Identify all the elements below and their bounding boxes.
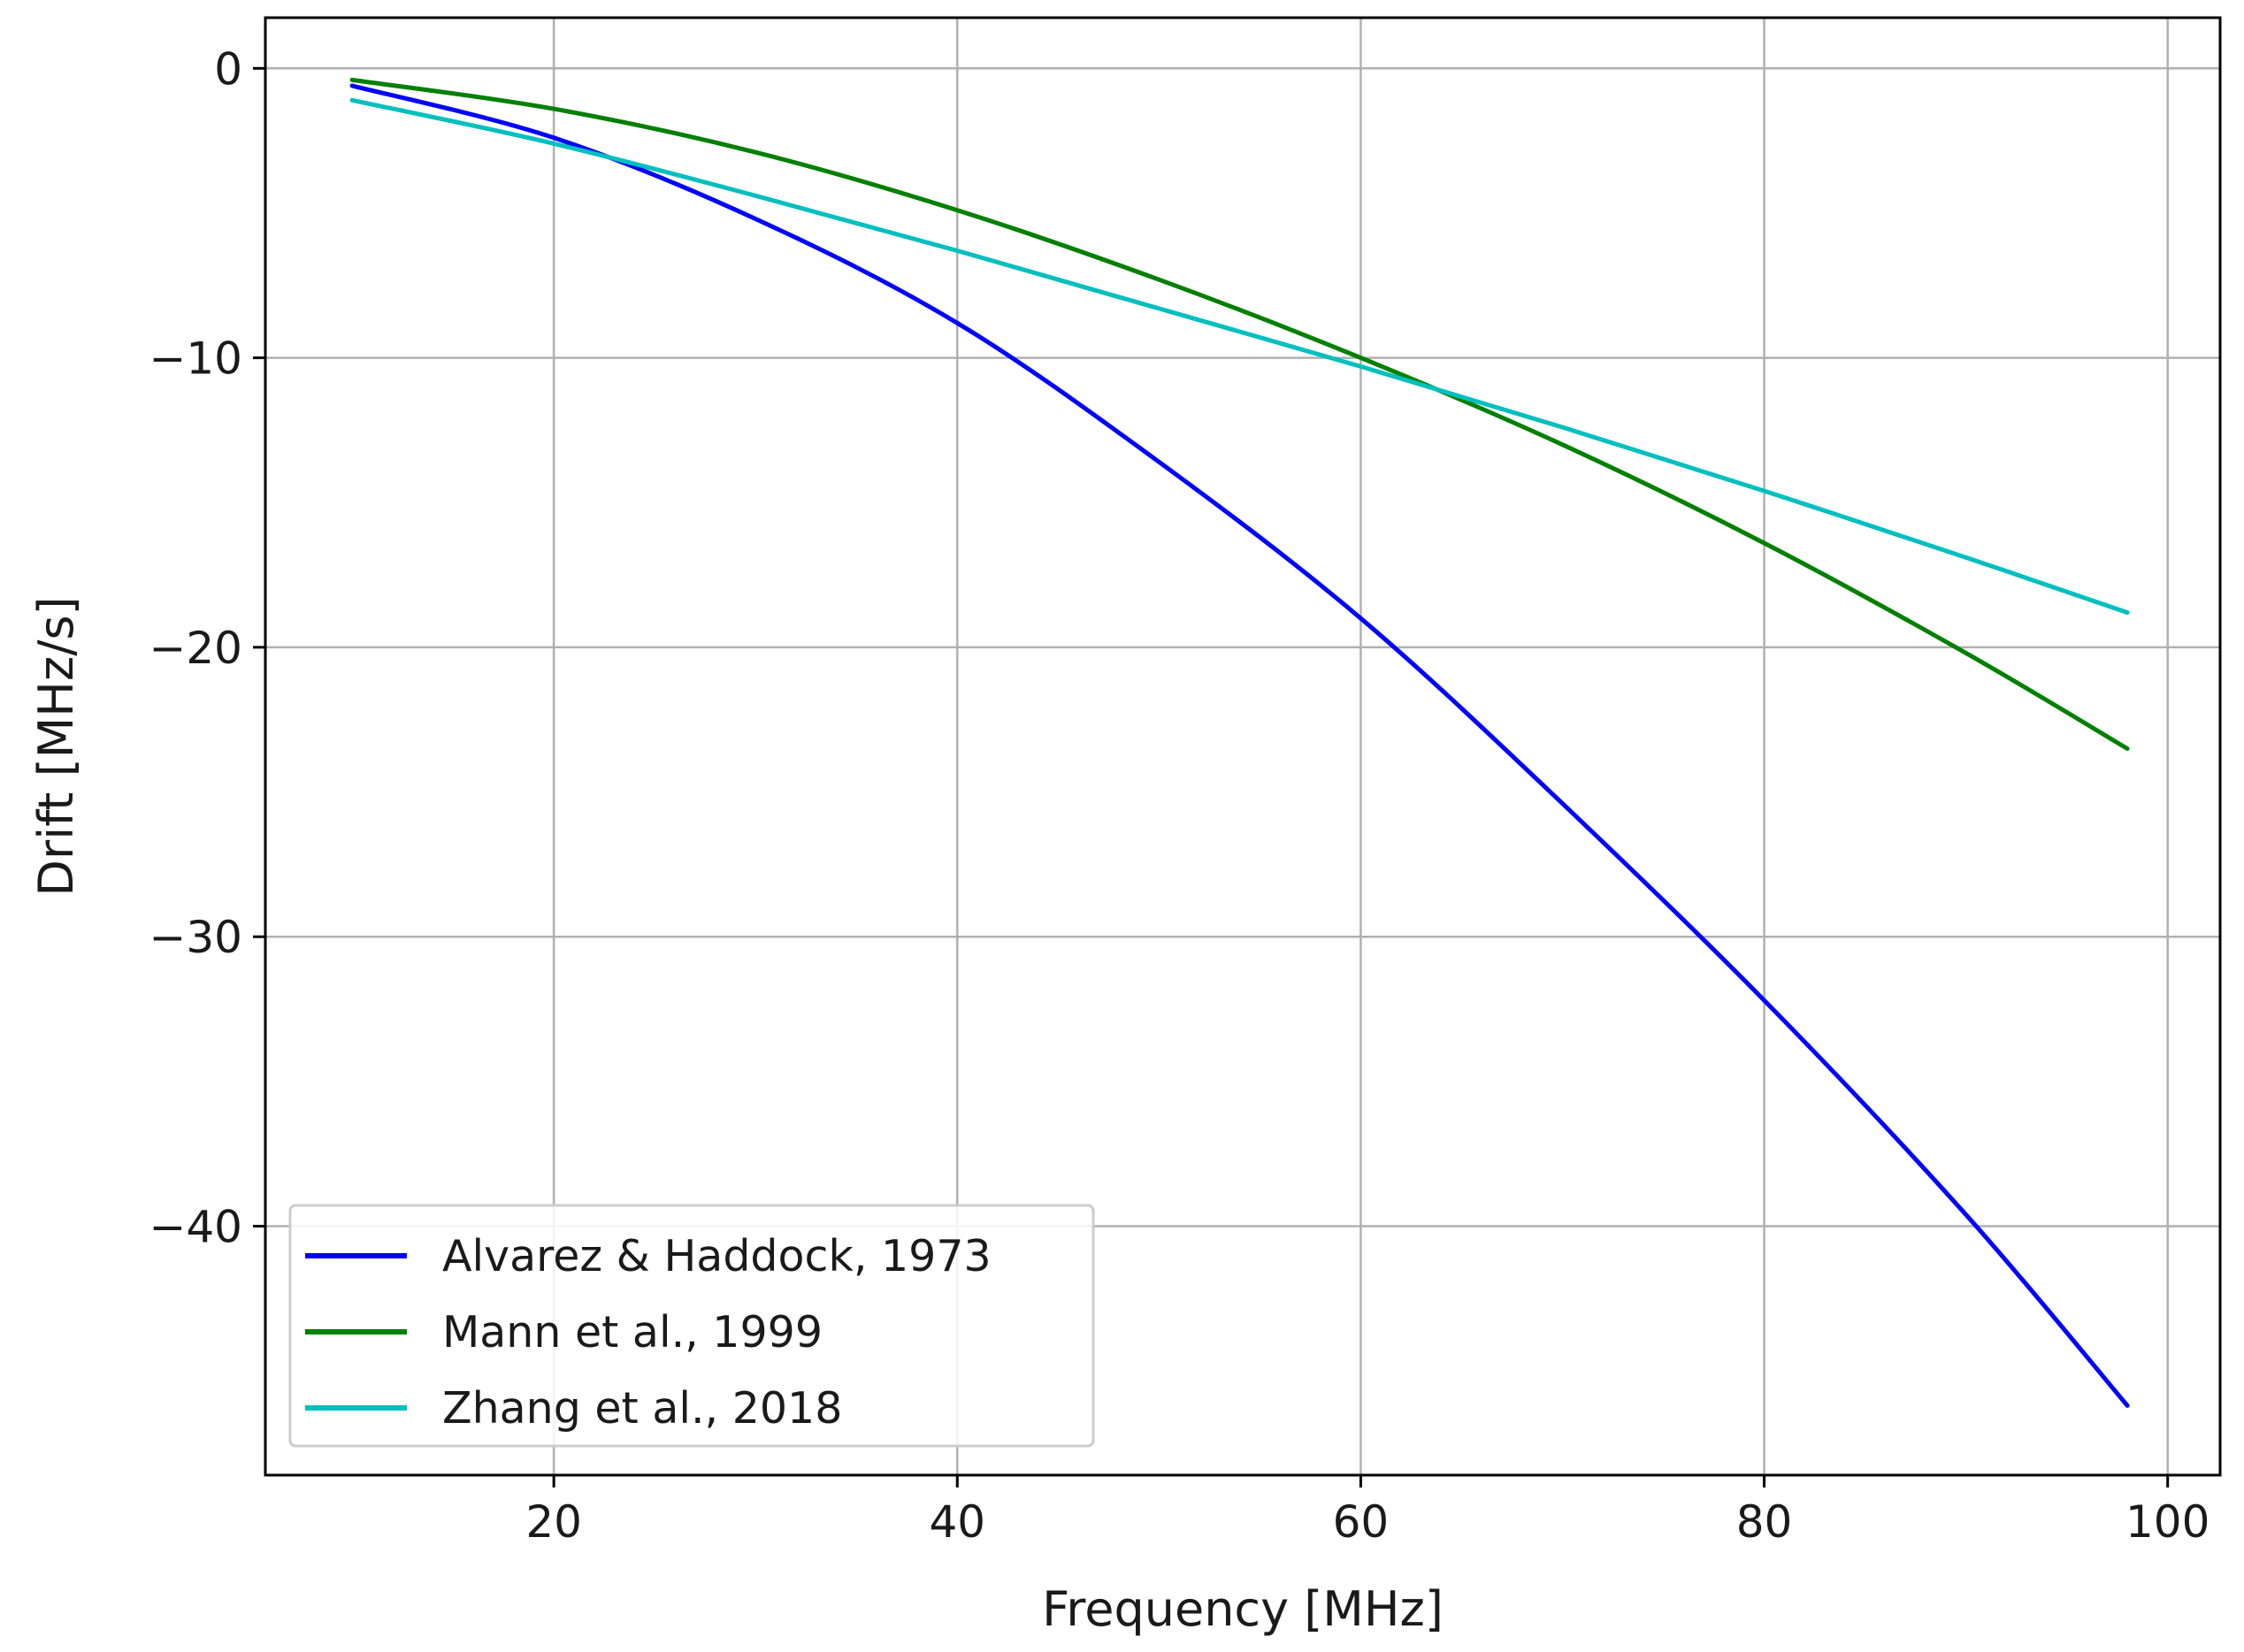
- legend-label: Alvarez & Haddock, 1973: [442, 1231, 992, 1281]
- x-tick-label: 40: [929, 1496, 985, 1548]
- legend-box: [288, 1204, 1095, 1448]
- y-tick-label: 0: [214, 43, 242, 95]
- x-tick-label: 60: [1333, 1496, 1390, 1548]
- series-line-zhang-et-al-2018: [349, 97, 2130, 616]
- y-axis-label: Drift [MHz/s]: [28, 596, 84, 896]
- grid-lines: [265, 18, 2220, 1475]
- legend-label: Mann et al., 1999: [442, 1307, 823, 1358]
- x-tick-label: 80: [1736, 1496, 1793, 1548]
- series-line-mann-et-al-1999: [349, 77, 2130, 751]
- legend-label: Zhang et al., 2018: [442, 1383, 842, 1434]
- y-tick-label: −30: [149, 912, 242, 963]
- y-tick-label: −20: [149, 623, 242, 674]
- axis-ticks: 20 40 60 80 100 0 −10 −20 −30 −40: [149, 43, 2210, 1548]
- series-line-alvarez-haddock-1973: [349, 83, 2130, 1408]
- x-tick-label: 100: [2125, 1496, 2210, 1548]
- plot-frame: [264, 16, 2222, 1477]
- x-axis-label: Frequency [MHz]: [1042, 1581, 1444, 1637]
- x-tick-label: 20: [525, 1496, 582, 1548]
- series-lines: [349, 77, 2130, 1408]
- y-tick-label: −10: [149, 333, 242, 385]
- legend: Alvarez & Haddock, 1973 Mann et al., 1999…: [288, 1204, 1095, 1448]
- y-tick-label: −40: [149, 1202, 242, 1253]
